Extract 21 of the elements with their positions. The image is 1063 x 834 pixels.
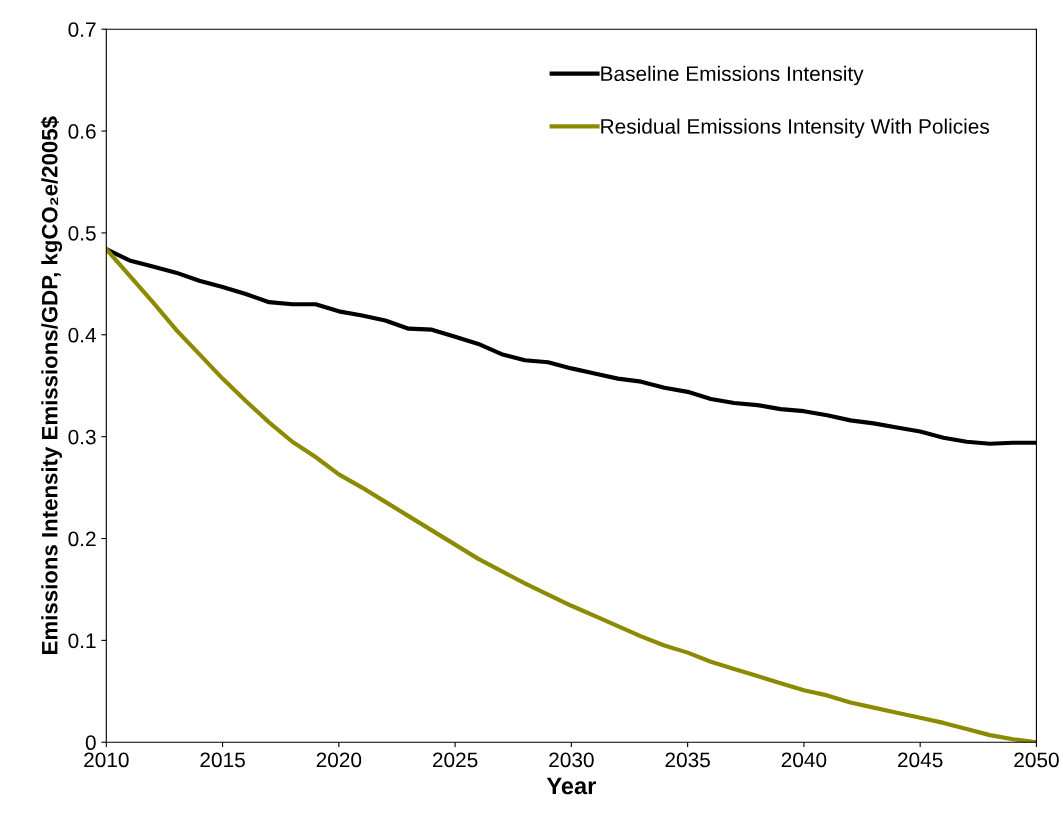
- y-tick-label: 0.6: [68, 124, 96, 139]
- x-tick-label: 2050: [1014, 752, 1059, 768]
- y-tick-label: 0: [85, 735, 96, 751]
- x-axis-title: Year: [546, 777, 596, 795]
- x-tick-label: 2010: [84, 752, 129, 768]
- y-tick-label: 0.7: [68, 22, 96, 37]
- y-tick-label: 0.3: [68, 429, 96, 445]
- x-tick-label: 2020: [316, 752, 362, 768]
- y-axis-title: Emissions Intensity Emissions/GDP, kgCO₂e/2005$: [40, 116, 63, 654]
- y-tick-label: 0.1: [68, 633, 96, 649]
- y-tick-label: 0.4: [68, 327, 96, 343]
- x-tick-label: 2025: [432, 752, 478, 768]
- legend-label: Residual Emissions Intensity With Policies: [601, 118, 990, 138]
- y-tick-label: 0.2: [68, 531, 96, 547]
- x-tick-label: 2035: [665, 752, 710, 768]
- x-tick-label: 2015: [200, 752, 245, 768]
- x-tick-label: 2045: [898, 752, 943, 768]
- x-tick-label: 2040: [781, 752, 827, 768]
- y-tick-label: 0.5: [68, 225, 96, 241]
- legend-label: Baseline Emissions Intensity: [601, 65, 864, 86]
- x-tick-label: 2030: [549, 752, 594, 768]
